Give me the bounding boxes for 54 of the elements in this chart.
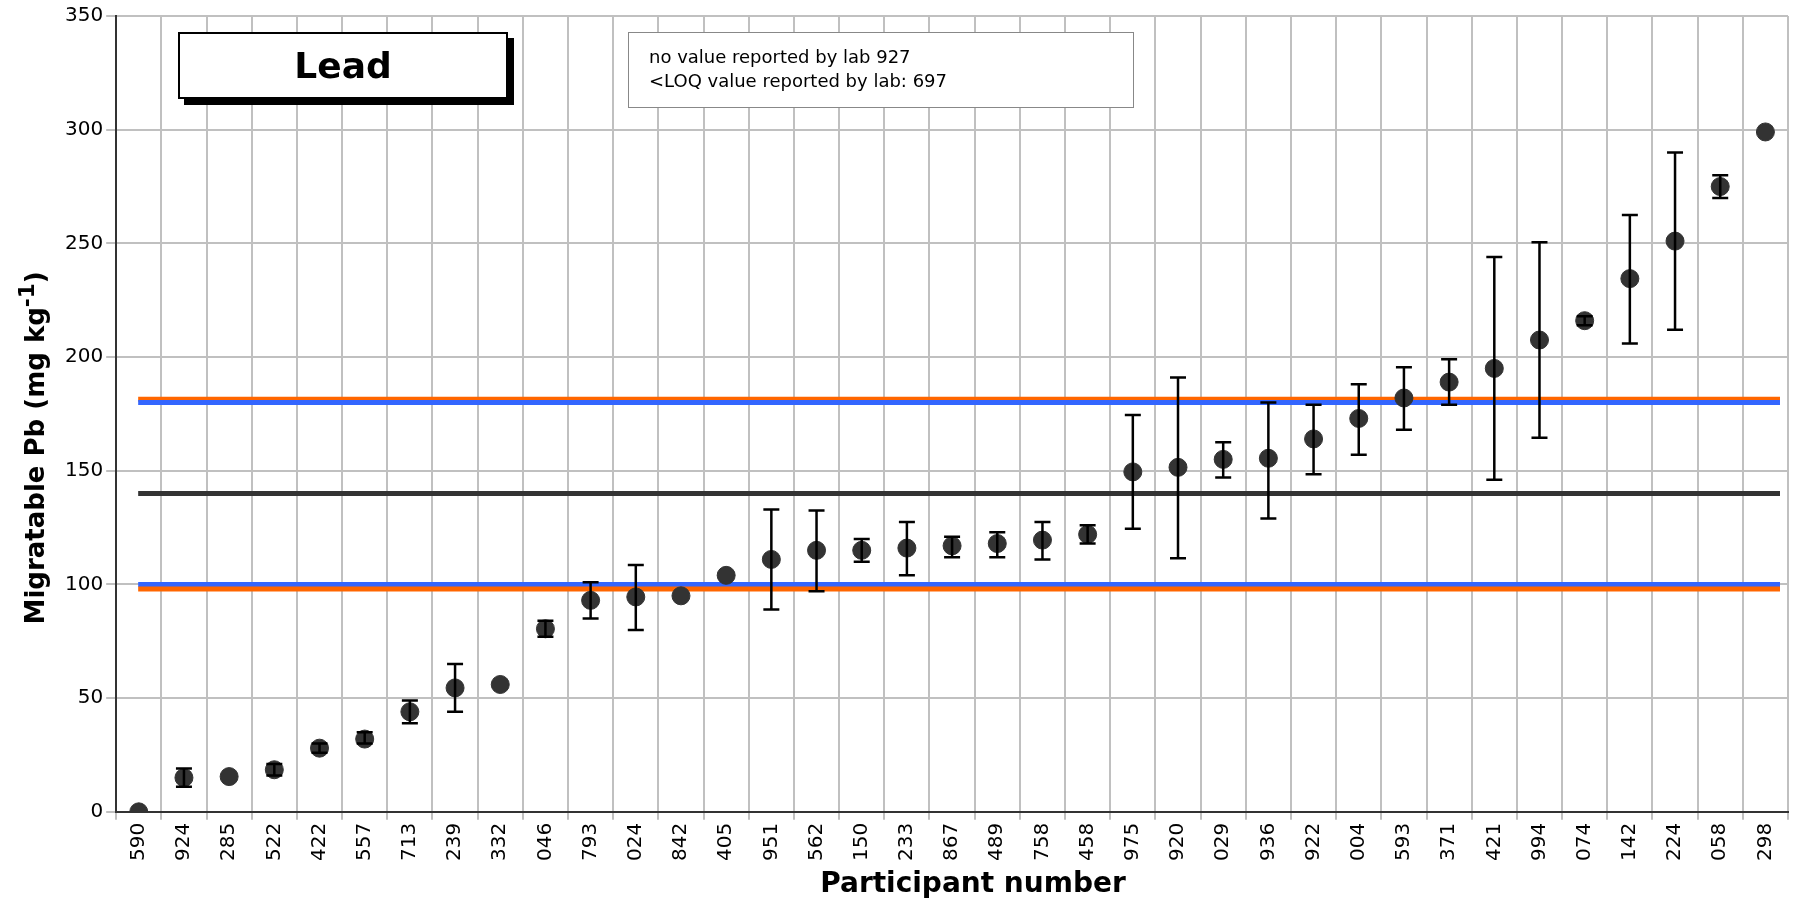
y-tick-label: 150 bbox=[64, 456, 104, 481]
x-tick-label: 951 bbox=[757, 822, 782, 862]
x-tick-label: 004 bbox=[1344, 822, 1369, 862]
x-tick-label: 713 bbox=[396, 822, 421, 862]
y-tick-label: 100 bbox=[64, 570, 104, 595]
x-tick-label: 371 bbox=[1435, 822, 1460, 862]
x-tick-label: 233 bbox=[893, 822, 918, 862]
y-tick-label: 350 bbox=[64, 2, 104, 27]
note-frame: no value reported by lab 927 <LOQ value reported by lab: 697 bbox=[628, 32, 1134, 108]
x-tick-label: 557 bbox=[350, 822, 375, 862]
x-tick-label: 150 bbox=[847, 822, 872, 862]
x-tick-label: 867 bbox=[938, 822, 963, 862]
x-tick-label: 224 bbox=[1661, 822, 1686, 862]
x-tick-label: 590 bbox=[124, 822, 149, 862]
point bbox=[671, 586, 691, 606]
x-tick-label: 029 bbox=[1209, 822, 1234, 862]
x-axis-title: Participant number bbox=[819, 866, 1127, 899]
x-tick-label: 285 bbox=[215, 822, 240, 862]
x-tick-label: 922 bbox=[1299, 822, 1324, 862]
x-tick-label: 298 bbox=[1751, 822, 1776, 862]
x-tick-label: 920 bbox=[1164, 822, 1189, 862]
x-tick-label: 239 bbox=[441, 822, 466, 862]
x-tick-label: 142 bbox=[1616, 822, 1641, 862]
y-tick-label: 300 bbox=[64, 115, 104, 140]
x-tick-label: 522 bbox=[260, 822, 285, 862]
y-tick-label: 250 bbox=[64, 229, 104, 254]
x-tick-label: 936 bbox=[1254, 822, 1279, 862]
x-tick-label: 842 bbox=[667, 822, 692, 862]
point bbox=[716, 565, 736, 585]
x-tick-label: 332 bbox=[486, 822, 511, 862]
x-tick-label: 422 bbox=[305, 822, 330, 862]
y-tick-label: 200 bbox=[64, 343, 104, 368]
x-tick-label: 074 bbox=[1570, 822, 1595, 862]
x-tick-label: 758 bbox=[1028, 822, 1053, 862]
x-tick-label: 058 bbox=[1706, 822, 1731, 862]
x-tick-label: 994 bbox=[1525, 822, 1550, 862]
x-tick-label: 593 bbox=[1390, 822, 1415, 862]
y-tick-label: 50 bbox=[77, 684, 104, 709]
point bbox=[1755, 122, 1775, 142]
x-tick-label: 421 bbox=[1480, 822, 1505, 862]
x-tick-label: 489 bbox=[983, 822, 1008, 862]
x-tick-label: 924 bbox=[170, 822, 195, 862]
annotation: <LOQ value reported by lab: 697 bbox=[649, 69, 948, 93]
x-tick-label: 405 bbox=[712, 822, 737, 862]
x-tick-label: 024 bbox=[622, 822, 646, 862]
point bbox=[219, 767, 239, 787]
x-tick-label: 975 bbox=[1119, 822, 1144, 862]
x-tick-label: 793 bbox=[576, 822, 601, 862]
point bbox=[490, 674, 510, 694]
annotation: no value reported by lab 927 bbox=[649, 45, 912, 69]
y-tick-label: 0 bbox=[90, 798, 104, 823]
x-tick-label: 562 bbox=[802, 822, 827, 862]
x-tick-label: 046 bbox=[531, 822, 556, 862]
x-tick-label: 458 bbox=[1073, 822, 1098, 862]
